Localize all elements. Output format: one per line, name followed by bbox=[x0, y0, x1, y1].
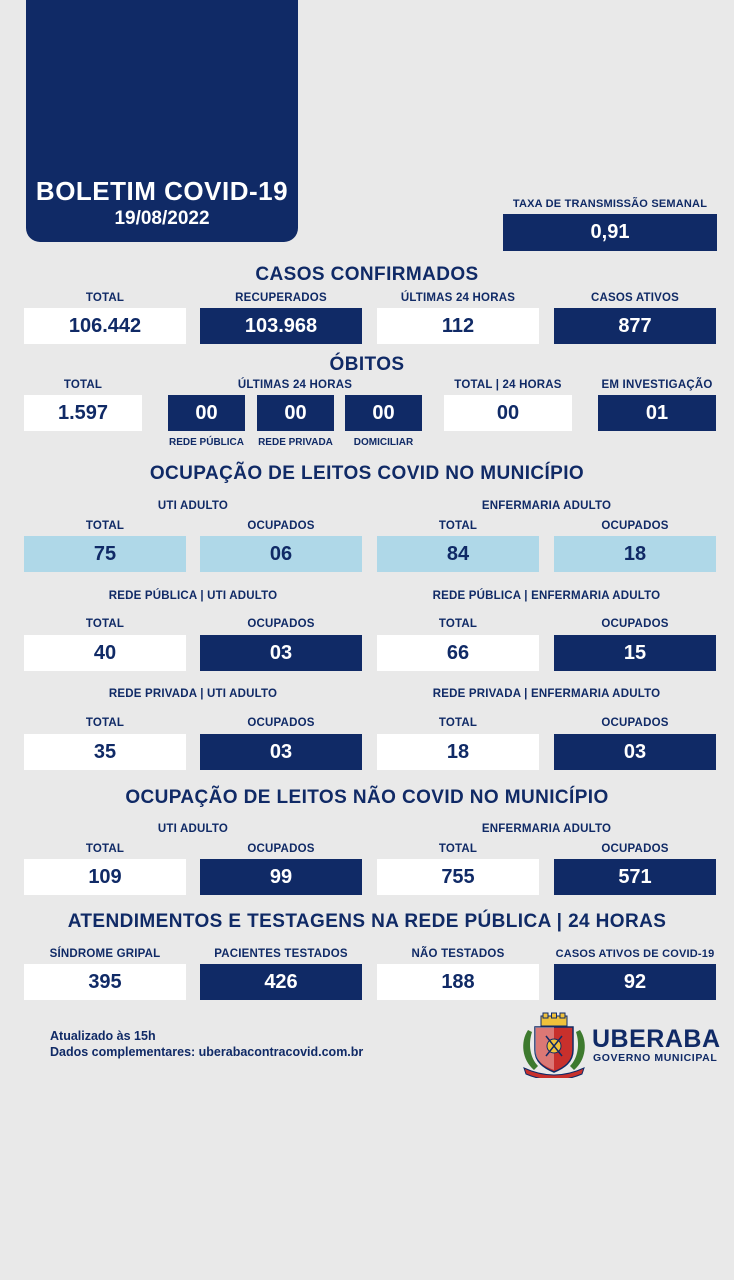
confirmed-recovered-label: RECUPERADOS bbox=[235, 292, 327, 304]
services-flu-label: SÍNDROME GRIPAL bbox=[49, 948, 161, 960]
covid-uti-label: UTI ADULTO bbox=[157, 500, 229, 512]
deaths-home-label: DOMICILIAR bbox=[353, 437, 414, 448]
non-covid-enf-label: ENFERMARIA ADULTO bbox=[481, 823, 612, 835]
services-tested-value: 426 bbox=[200, 964, 362, 1000]
transmission-label: TAXA DE TRANSMISSÃO SEMANAL bbox=[512, 198, 708, 210]
city-coat-of-arms-icon bbox=[523, 1012, 585, 1078]
non-covid-uti-total-value: 109 bbox=[24, 859, 186, 895]
public-enf-total-label: TOTAL bbox=[438, 618, 478, 630]
deaths-title: ÓBITOS bbox=[329, 354, 405, 375]
transmission-value: 0,91 bbox=[503, 214, 717, 251]
private-enf-occupied-label: OCUPADOS bbox=[601, 717, 669, 729]
deaths-home-value: 00 bbox=[345, 395, 422, 431]
deaths-public-value: 00 bbox=[168, 395, 245, 431]
logo-subtitle: GOVERNO MUNICIPAL bbox=[593, 1052, 718, 1064]
non-covid-enf-total-value: 755 bbox=[377, 859, 539, 895]
covid-uti-total-label: TOTAL bbox=[85, 520, 125, 532]
private-uti-total-value: 35 bbox=[24, 734, 186, 770]
bulletin-date: 19/08/2022 bbox=[114, 208, 210, 229]
deaths-24h-label: ÚLTIMAS 24 HORAS bbox=[237, 379, 353, 391]
non-covid-uti-occupied-label: OCUPADOS bbox=[247, 843, 315, 855]
non-covid-enf-occupied-value: 571 bbox=[554, 859, 716, 895]
deaths-total-value: 1.597 bbox=[24, 395, 142, 431]
deaths-investigation-label: EM INVESTIGAÇÃO bbox=[601, 379, 713, 391]
private-enf-label: REDE PRIVADA | ENFERMARIA ADULTO bbox=[432, 688, 661, 700]
covid-uti-occupied-label: OCUPADOS bbox=[247, 520, 315, 532]
public-uti-total-value: 40 bbox=[24, 635, 186, 671]
updated-note: Atualizado às 15h bbox=[50, 1029, 156, 1043]
deaths-investigation-value: 01 bbox=[598, 395, 716, 431]
deaths-total24-value: 00 bbox=[444, 395, 572, 431]
services-title: ATENDIMENTOS E TESTAGENS NA REDE PÚBLICA… bbox=[67, 911, 667, 932]
deaths-private-value: 00 bbox=[257, 395, 334, 431]
services-active-label: CASOS ATIVOS DE COVID-19 bbox=[555, 948, 715, 960]
confirmed-total-label: TOTAL bbox=[85, 292, 125, 304]
bulletin-title: BOLETIM COVID-19 bbox=[35, 176, 289, 206]
confirmed-24h-label: ÚLTIMAS 24 HORAS bbox=[400, 292, 516, 304]
covid-enf-total-value: 84 bbox=[377, 536, 539, 572]
confirmed-title: CASOS CONFIRMADOS bbox=[255, 264, 479, 285]
non-covid-uti-total-label: TOTAL bbox=[85, 843, 125, 855]
public-uti-label: REDE PÚBLICA | UTI ADULTO bbox=[108, 590, 278, 602]
covid-enf-occupied-value: 18 bbox=[554, 536, 716, 572]
covid-uti-total-value: 75 bbox=[24, 536, 186, 572]
covid-enf-label: ENFERMARIA ADULTO bbox=[481, 500, 612, 512]
confirmed-recovered-value: 103.968 bbox=[200, 308, 362, 344]
private-enf-total-label: TOTAL bbox=[438, 717, 478, 729]
public-enf-occupied-value: 15 bbox=[554, 635, 716, 671]
services-not-tested-label: NÃO TESTADOS bbox=[411, 948, 505, 960]
non-covid-beds-title: OCUPAÇÃO DE LEITOS NÃO COVID NO MUNICÍPI… bbox=[125, 787, 609, 808]
deaths-private-label: REDE PRIVADA bbox=[258, 437, 333, 448]
public-enf-occupied-label: OCUPADOS bbox=[601, 618, 669, 630]
covid-enf-total-label: TOTAL bbox=[438, 520, 478, 532]
services-flu-value: 395 bbox=[24, 964, 186, 1000]
confirmed-active-value: 877 bbox=[554, 308, 716, 344]
services-not-tested-value: 188 bbox=[377, 964, 539, 1000]
covid-uti-occupied-value: 06 bbox=[200, 536, 362, 572]
public-uti-total-label: TOTAL bbox=[85, 618, 125, 630]
covid-enf-occupied-label: OCUPADOS bbox=[601, 520, 669, 532]
private-enf-total-value: 18 bbox=[377, 734, 539, 770]
public-uti-occupied-label: OCUPADOS bbox=[247, 618, 315, 630]
non-covid-enf-total-label: TOTAL bbox=[438, 843, 478, 855]
non-covid-uti-occupied-value: 99 bbox=[200, 859, 362, 895]
non-covid-uti-label: UTI ADULTO bbox=[157, 823, 229, 835]
complementary-note: Dados complementares: uberabacontracovid… bbox=[50, 1045, 364, 1059]
logo-name: UBERABA bbox=[592, 1025, 721, 1053]
private-uti-occupied-label: OCUPADOS bbox=[247, 717, 315, 729]
deaths-public-label: REDE PÚBLICA bbox=[168, 437, 244, 448]
private-uti-total-label: TOTAL bbox=[85, 717, 125, 729]
deaths-total-label: TOTAL bbox=[63, 379, 103, 391]
confirmed-active-label: CASOS ATIVOS bbox=[590, 292, 680, 304]
private-uti-occupied-value: 03 bbox=[200, 734, 362, 770]
non-covid-enf-occupied-label: OCUPADOS bbox=[601, 843, 669, 855]
services-active-value: 92 bbox=[554, 964, 716, 1000]
public-enf-label: REDE PÚBLICA | ENFERMARIA ADULTO bbox=[432, 590, 661, 602]
services-tested-label: PACIENTES TESTADOS bbox=[214, 948, 348, 960]
private-enf-occupied-value: 03 bbox=[554, 734, 716, 770]
public-uti-occupied-value: 03 bbox=[200, 635, 362, 671]
covid-beds-title: OCUPAÇÃO DE LEITOS COVID NO MUNICÍPIO bbox=[149, 463, 585, 484]
deaths-total24-label: TOTAL | 24 HORAS bbox=[454, 379, 562, 391]
confirmed-total-value: 106.442 bbox=[24, 308, 186, 344]
private-uti-label: REDE PRIVADA | UTI ADULTO bbox=[108, 688, 278, 700]
confirmed-24h-value: 112 bbox=[377, 308, 539, 344]
bulletin-header: BOLETIM COVID-19 19/08/2022 bbox=[26, 0, 298, 242]
public-enf-total-value: 66 bbox=[377, 635, 539, 671]
